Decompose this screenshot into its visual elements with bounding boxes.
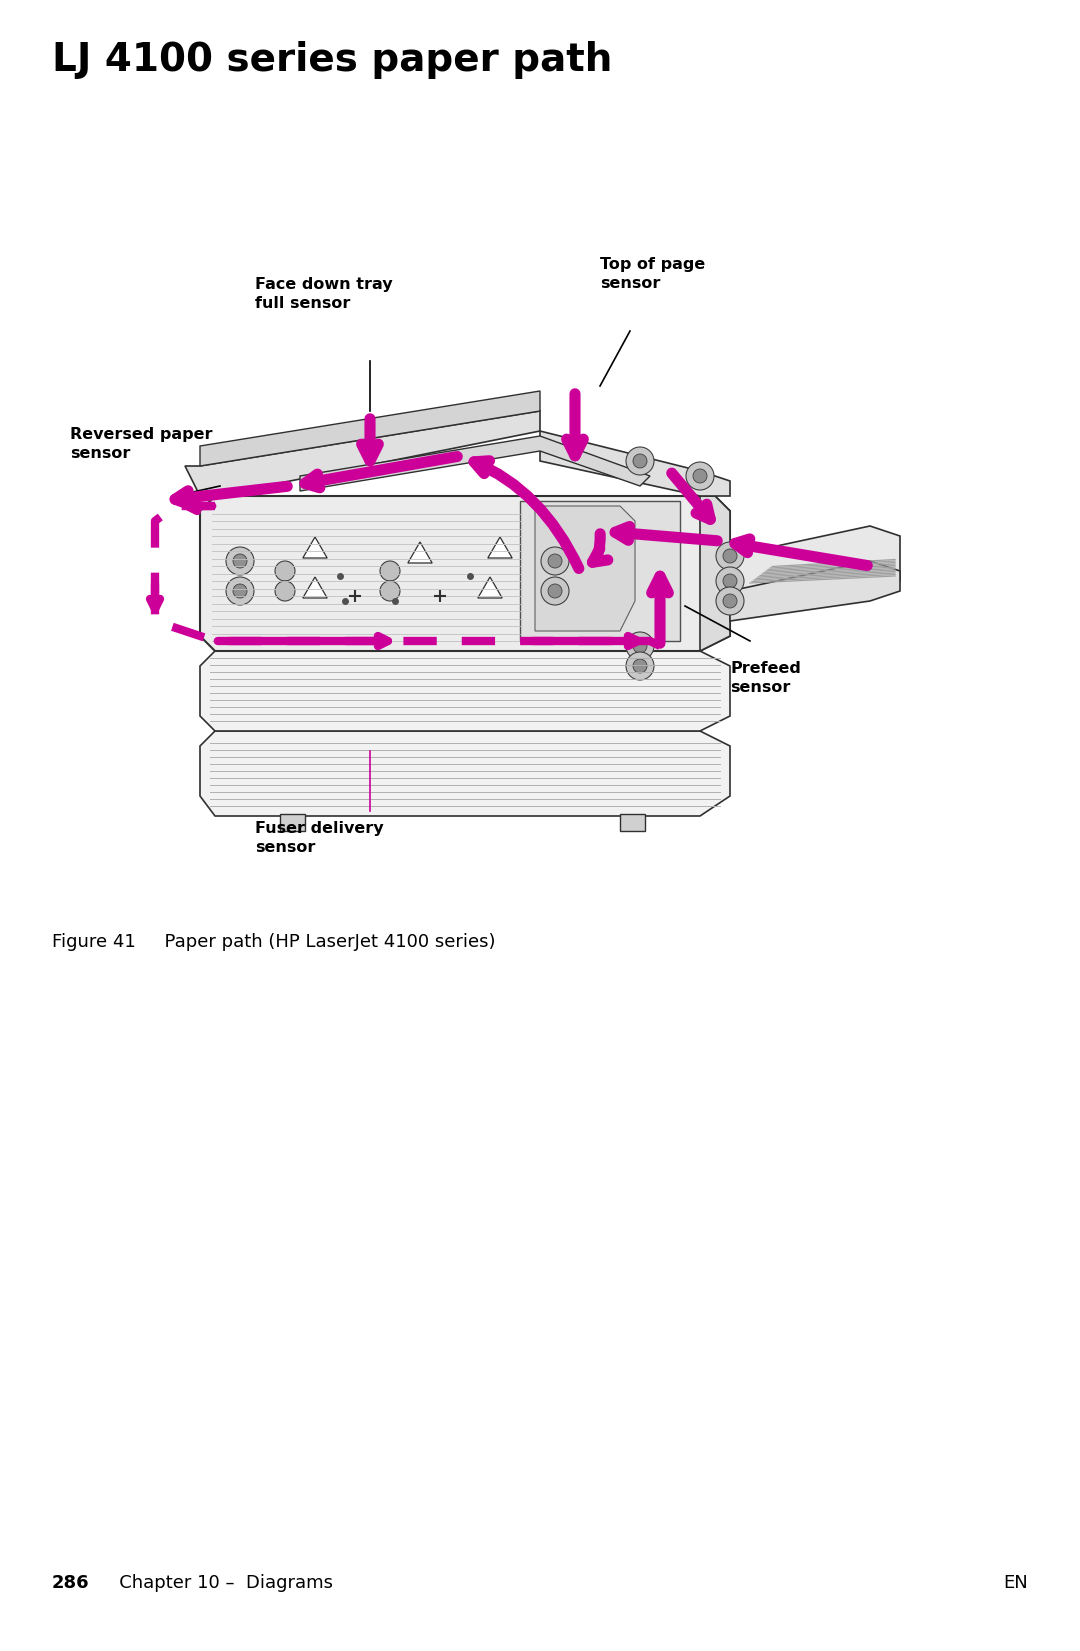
Circle shape (693, 469, 707, 484)
Circle shape (548, 584, 562, 598)
Polygon shape (535, 505, 635, 631)
Text: Fuser delivery
sensor: Fuser delivery sensor (255, 821, 383, 855)
Text: Chapter 10 –  Diagrams: Chapter 10 – Diagrams (102, 1573, 333, 1592)
Circle shape (626, 652, 654, 680)
Circle shape (716, 588, 744, 616)
Polygon shape (200, 495, 730, 650)
Circle shape (633, 659, 647, 674)
Polygon shape (200, 731, 730, 816)
Text: 286: 286 (52, 1573, 90, 1592)
Circle shape (716, 566, 744, 594)
Circle shape (226, 576, 254, 604)
Circle shape (633, 454, 647, 467)
Text: LJ 4100 series paper path: LJ 4100 series paper path (52, 41, 612, 79)
Text: Figure 41     Paper path (HP LaserJet 4100 series): Figure 41 Paper path (HP LaserJet 4100 s… (52, 933, 496, 951)
Polygon shape (519, 500, 680, 641)
Circle shape (633, 639, 647, 654)
Circle shape (716, 542, 744, 570)
Polygon shape (540, 431, 730, 495)
Polygon shape (200, 391, 540, 466)
Circle shape (226, 546, 254, 575)
Circle shape (626, 447, 654, 475)
Circle shape (380, 581, 400, 601)
Polygon shape (488, 537, 512, 558)
Circle shape (233, 584, 247, 598)
Polygon shape (300, 436, 650, 490)
Circle shape (686, 462, 714, 490)
Text: Prefeed
sensor: Prefeed sensor (730, 660, 801, 695)
Text: Reversed paper
sensor: Reversed paper sensor (70, 428, 213, 461)
Polygon shape (730, 561, 900, 621)
Circle shape (233, 555, 247, 568)
Text: Face down tray
full sensor: Face down tray full sensor (255, 277, 393, 310)
Circle shape (541, 546, 569, 575)
Polygon shape (200, 650, 730, 731)
Polygon shape (730, 527, 900, 611)
Circle shape (723, 575, 737, 588)
Circle shape (275, 581, 295, 601)
Circle shape (548, 555, 562, 568)
Circle shape (541, 576, 569, 604)
Text: EN: EN (1003, 1573, 1028, 1592)
Polygon shape (280, 814, 305, 830)
Polygon shape (185, 411, 540, 495)
Circle shape (723, 550, 737, 563)
Circle shape (626, 632, 654, 660)
Circle shape (723, 594, 737, 608)
Circle shape (380, 561, 400, 581)
Polygon shape (302, 537, 327, 558)
Text: Top of page
sensor: Top of page sensor (600, 258, 705, 291)
Polygon shape (700, 495, 730, 650)
Polygon shape (302, 576, 327, 598)
Polygon shape (408, 542, 432, 563)
Circle shape (275, 561, 295, 581)
Polygon shape (477, 576, 502, 598)
Polygon shape (620, 814, 645, 830)
